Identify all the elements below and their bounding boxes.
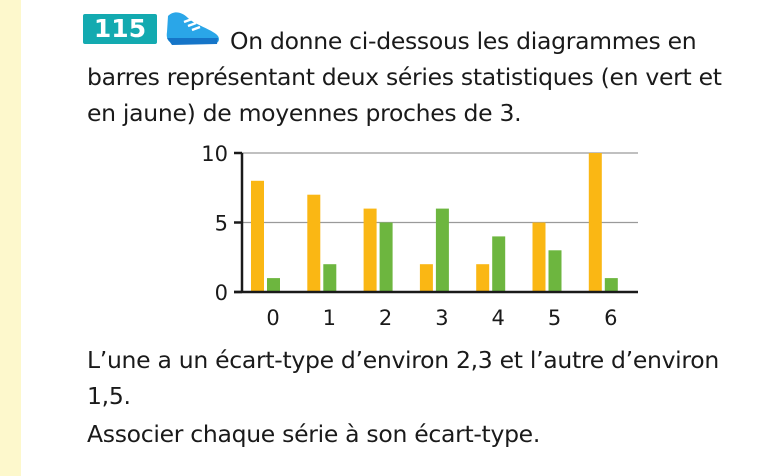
exercise-number-badge: 115 xyxy=(83,14,157,44)
intro-text-line-2: barres représentant deux séries statisti… xyxy=(87,63,722,91)
x-tick-label: 2 xyxy=(379,306,392,330)
bar-series-green xyxy=(492,236,506,292)
x-tick-label: 1 xyxy=(323,306,336,330)
bar-series-green xyxy=(379,222,393,292)
bar-series-yellow xyxy=(307,194,321,292)
bar-series-yellow xyxy=(476,264,490,292)
x-tick-label: 5 xyxy=(548,306,561,330)
bar-chart: 0 5 10 0 1 2 3 4 5 6 xyxy=(201,142,638,330)
bar-series-green xyxy=(604,278,618,292)
x-tick-label: 0 xyxy=(266,306,279,330)
question-text-line-1: L’une a un écart-type d’environ 2,3 et l… xyxy=(87,346,719,374)
x-tick-label: 4 xyxy=(492,306,505,330)
margin-strip xyxy=(0,0,21,476)
bar-series-yellow xyxy=(251,180,264,292)
intro-text-line-1: On donne ci-dessous les diagrammes en xyxy=(230,27,697,55)
x-tick-label: 6 xyxy=(604,306,617,330)
bar-series-yellow xyxy=(419,264,433,292)
bar-series-yellow xyxy=(363,208,377,292)
bar-series-green xyxy=(267,278,280,292)
x-tick-label: 3 xyxy=(435,306,448,330)
y-tick-label: 0 xyxy=(215,281,228,305)
intro-text-line-3: en jaune) de moyennes proches de 3. xyxy=(87,99,522,127)
question-text-line-3: Associer chaque série à son écart-type. xyxy=(87,420,541,448)
y-tick-label: 10 xyxy=(201,142,228,166)
bar-series-yellow xyxy=(532,222,546,292)
bar-series-green xyxy=(548,250,562,292)
y-tick-label: 5 xyxy=(215,212,228,236)
sneaker-icon xyxy=(166,12,219,45)
question-text-line-2: 1,5. xyxy=(87,382,131,410)
bar-series-green xyxy=(323,264,337,292)
bar-series-green xyxy=(435,208,449,292)
bar-series-yellow xyxy=(588,153,602,292)
